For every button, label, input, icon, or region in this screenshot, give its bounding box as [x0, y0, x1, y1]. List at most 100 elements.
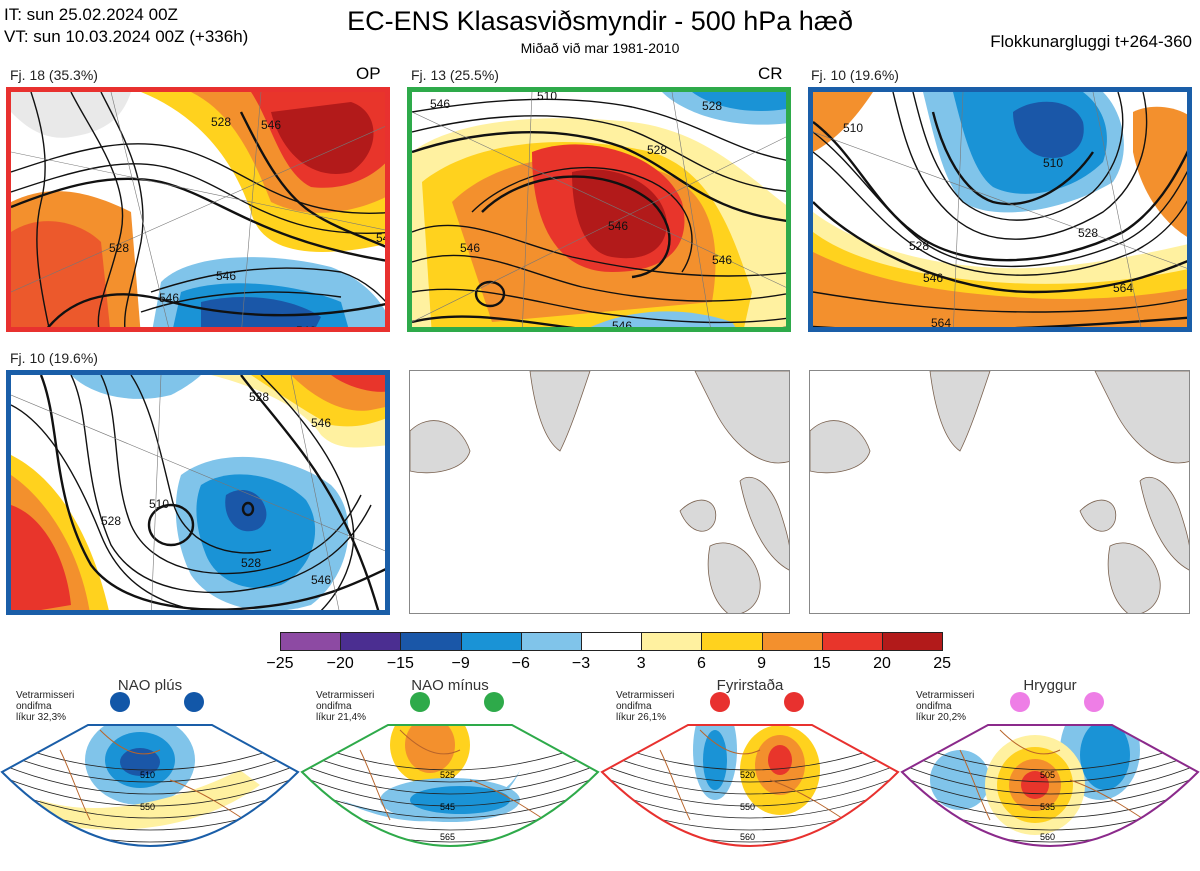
- regime-contour-label: 550: [140, 802, 155, 812]
- contour-label: 546: [430, 97, 450, 111]
- colorbar-cell: [340, 632, 402, 651]
- regime-contour-label: 535: [1040, 802, 1055, 812]
- contour-label: 546: [712, 253, 732, 267]
- contour-label: 510: [843, 121, 863, 135]
- regime-marker-dot: [110, 692, 130, 712]
- colorbar-cell: [460, 632, 522, 651]
- colorbar-cell: [882, 632, 944, 651]
- panel-2-label: Fj. 13 (25.5%): [411, 67, 499, 83]
- regime-note-line: líkur 26,1%: [616, 712, 667, 723]
- regime-title: NAO mínus: [411, 677, 489, 694]
- regime-contour-label: 565: [440, 832, 455, 842]
- regime-marker-dot: [710, 692, 730, 712]
- regime-marker-dot: [1084, 692, 1104, 712]
- initial-time: IT: sun 25.02.2024 00Z: [4, 5, 178, 24]
- regime-note-line: ondifma: [616, 701, 652, 712]
- cluster-map-2: 546 510 528 546 546 546 528 546: [407, 87, 791, 332]
- cluster-map-3: 510 510 528 546 564 564 528: [808, 87, 1192, 332]
- regime-map: 520 550 560: [600, 724, 900, 847]
- contour-label: 546: [311, 573, 331, 587]
- panel-1-tag: OP: [356, 64, 381, 83]
- contour-label: 546: [923, 271, 943, 285]
- colorbar-tick-label: 9: [757, 655, 767, 672]
- regime-note: Vetrarmisseri ondifma líkur 32,3%: [16, 690, 74, 723]
- regime-map: 510 550: [0, 724, 300, 847]
- colorbar-tick-label: −3: [571, 655, 591, 672]
- contour-label: 510: [149, 497, 169, 511]
- contour-label: 528: [101, 514, 121, 528]
- cluster-map-3-graphic: 510 510 528 546 564 564 528: [813, 92, 1187, 330]
- cluster-map-1-graphic: 528 546 528 546 546 546 546: [11, 92, 390, 327]
- regime-note-line: ondifma: [16, 701, 52, 712]
- regime-marker-dot: [784, 692, 804, 712]
- regime-note: Vetrarmisseri ondifma líkur 26,1%: [616, 690, 674, 723]
- contour-label: 510: [537, 92, 557, 103]
- regime-marker-dot: [184, 692, 204, 712]
- cluster-map-2-graphic: 546 510 528 546 546 546 528 546: [412, 92, 786, 332]
- empty-map-6: [809, 370, 1190, 614]
- regime-title: NAO plús: [117, 677, 183, 694]
- regime-title: Fyrirstaða: [716, 677, 784, 694]
- header-info: IT: sun 25.02.2024 00Z VT: sun 10.03.202…: [4, 4, 248, 48]
- regime-marker-dot: [1010, 692, 1030, 712]
- contour-label: 528: [1078, 226, 1098, 240]
- colorbar-tick-label: −15: [386, 655, 414, 672]
- regime-marker-dot: [410, 692, 430, 712]
- colorbar-tick-label: −25: [266, 655, 294, 672]
- colorbar-cell: [581, 632, 643, 651]
- regime-note-line: ondifma: [316, 701, 352, 712]
- empty-map-6-graphic: [810, 371, 1189, 613]
- regime-note-line: líkur 20,2%: [916, 712, 967, 723]
- contour-label: 564: [1113, 281, 1133, 295]
- colorbar-cell: [400, 632, 462, 651]
- regime-note-line: Vetrarmisseri: [316, 690, 375, 701]
- panel-1-label: Fj. 18 (35.3%): [10, 67, 98, 83]
- empty-map-5: [409, 370, 790, 614]
- contour-label: 528: [241, 556, 261, 570]
- contour-label: 546: [608, 219, 628, 233]
- regime-note-line: líkur 21,4%: [316, 712, 367, 723]
- contour-label: 564: [931, 316, 951, 330]
- contour-label: 528: [702, 99, 722, 113]
- regime-contour-label: 560: [1040, 832, 1055, 842]
- contour-label: 546: [612, 319, 632, 332]
- regime-contour-label: 525: [440, 770, 455, 780]
- classification-window: Flokkunargluggi t+264-360: [990, 32, 1192, 51]
- valid-time: VT: sun 10.03.2024 00Z (+336h): [4, 27, 249, 46]
- colorbar-tick-label: −6: [511, 655, 530, 672]
- panel-4-label: Fj. 10 (19.6%): [10, 350, 98, 366]
- regime-contour-label: 505: [1040, 770, 1055, 780]
- colorbar-tick-label: 15: [812, 655, 831, 672]
- contour-label: 546: [261, 118, 281, 132]
- colorbar-cell: [520, 632, 582, 651]
- regime-note: Vetrarmisseri ondifma líkur 20,2%: [916, 690, 974, 723]
- panel-3-label: Fj. 10 (19.6%): [811, 67, 899, 83]
- colorbar-cell: [761, 632, 823, 651]
- regime-note: Vetrarmisseri ondifma líkur 21,4%: [316, 690, 374, 723]
- cluster-map-4-graphic: 510 528 528 546 546 546 528: [11, 375, 385, 615]
- colorbar-tick-label: 6: [696, 655, 706, 672]
- contour-label: 546: [216, 269, 236, 283]
- regime-note-line: ondifma: [916, 701, 952, 712]
- regime-contour-label: 545: [440, 802, 455, 812]
- contour-label: 546: [159, 291, 179, 305]
- panel-2-tag: CR: [758, 64, 783, 83]
- page-subtitle: Miðað við mar 1981-2010: [520, 40, 680, 56]
- regime-note-line: Vetrarmisseri: [616, 690, 675, 701]
- contour-label: 528: [109, 241, 129, 255]
- cluster-map-4: 510 528 528 546 546 546 528: [6, 370, 390, 615]
- colorbar-cell: [280, 632, 342, 651]
- colorbar-tick-label: 25: [933, 655, 952, 672]
- contour-label: 546: [159, 610, 179, 615]
- colorbar-tick-label: −9: [451, 655, 470, 672]
- contour-label: 546: [376, 231, 390, 245]
- contour-label: 528: [249, 390, 269, 404]
- contour-label: 528: [647, 143, 667, 157]
- contour-label: 510: [1043, 156, 1063, 170]
- colorbar-cell: [701, 632, 763, 651]
- contour-label: 546: [311, 416, 331, 430]
- regime-note-line: líkur 32,3%: [16, 712, 67, 723]
- regime-title: Hryggur: [1023, 677, 1077, 694]
- page-title: EC-ENS Klasasviðsmyndir - 500 hPa hæð: [347, 6, 853, 36]
- colorbar-tick-label: 20: [873, 655, 891, 672]
